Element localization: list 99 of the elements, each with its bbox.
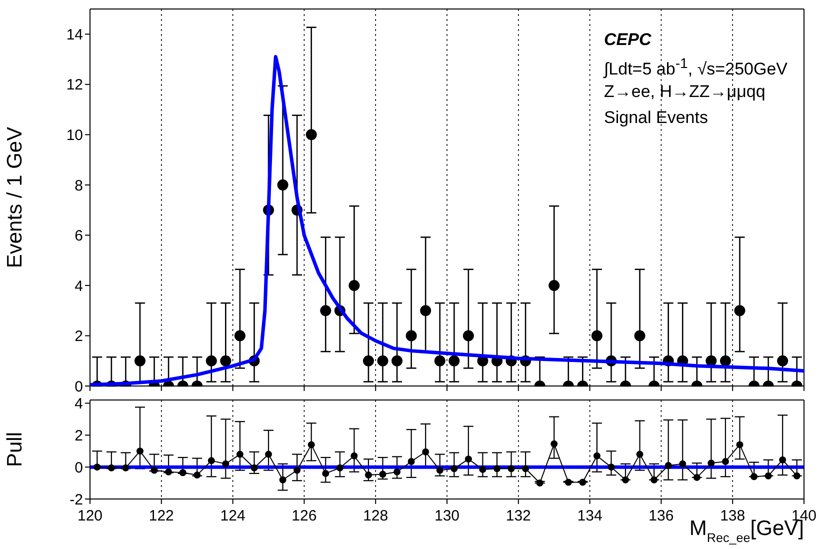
point <box>394 468 401 476</box>
point <box>508 465 515 472</box>
point <box>634 330 646 342</box>
point <box>222 460 230 468</box>
point <box>308 441 315 448</box>
point <box>392 355 403 366</box>
x-tick-label: 134 <box>577 508 602 525</box>
point <box>779 456 786 464</box>
point <box>436 466 444 474</box>
point <box>422 448 430 456</box>
y-tick-label: 0 <box>74 459 83 476</box>
point <box>377 355 388 366</box>
y-tick-label: 6 <box>74 228 83 245</box>
x-tick-label: 126 <box>292 508 317 525</box>
point <box>277 179 288 190</box>
point <box>579 478 586 486</box>
point <box>493 465 500 472</box>
point <box>720 355 731 366</box>
point <box>636 450 644 458</box>
point <box>664 462 672 469</box>
point <box>220 355 232 366</box>
x-tick-label: 136 <box>648 508 674 525</box>
point <box>408 458 415 465</box>
point <box>250 464 258 472</box>
y-tick-label: 4 <box>74 278 83 295</box>
point <box>348 280 360 291</box>
point <box>194 472 201 479</box>
point <box>777 355 788 366</box>
point <box>564 478 572 486</box>
point <box>750 473 758 480</box>
point <box>434 355 446 366</box>
point <box>722 458 729 465</box>
y-tick-label: 2 <box>74 328 83 346</box>
point <box>234 330 246 342</box>
point <box>265 450 272 458</box>
x-tick-label: 132 <box>506 508 531 525</box>
point <box>350 452 358 460</box>
point <box>450 465 458 472</box>
point <box>136 448 144 455</box>
point <box>150 466 158 474</box>
point <box>591 330 602 342</box>
point <box>379 470 386 478</box>
annotation: CEPC <box>604 30 652 50</box>
point <box>179 469 186 476</box>
point <box>362 355 374 366</box>
point <box>294 466 301 474</box>
point <box>134 355 146 366</box>
point <box>406 330 417 342</box>
point <box>736 441 744 448</box>
y-tick-label: 0 <box>74 378 83 396</box>
point <box>322 470 330 477</box>
y-tick-label: 2 <box>74 427 83 444</box>
point <box>448 355 460 366</box>
point <box>734 305 746 316</box>
x-tick-label: 124 <box>220 508 246 525</box>
point <box>622 476 629 484</box>
point <box>306 129 317 140</box>
point <box>650 476 658 484</box>
point <box>462 330 474 342</box>
y-tick-label: 10 <box>66 126 83 144</box>
point <box>208 457 215 464</box>
point <box>679 460 686 468</box>
x-tick-label: 122 <box>148 508 174 525</box>
x-tick-label: 120 <box>77 508 103 525</box>
point <box>550 440 558 448</box>
point <box>420 305 432 316</box>
y-axis-title: Pull <box>3 432 26 468</box>
y-tick-label: 4 <box>74 396 83 413</box>
point <box>536 480 544 487</box>
point <box>764 472 772 480</box>
point <box>593 452 600 460</box>
point <box>122 464 130 472</box>
y-tick-label: 14 <box>66 26 83 44</box>
point <box>320 305 332 316</box>
point <box>364 472 372 479</box>
point <box>165 468 172 476</box>
y-tick-label: 12 <box>66 76 83 94</box>
point <box>522 465 530 472</box>
point <box>206 355 217 366</box>
point <box>236 450 244 458</box>
point <box>548 280 560 291</box>
annotation: ∫Ldt=5 ab$^{-1}$, √s=250GeV <box>604 56 788 80</box>
point <box>464 456 472 463</box>
point <box>793 472 800 480</box>
y-tick-label: -2 <box>70 491 83 508</box>
point <box>479 466 486 473</box>
annotation: Z→ee, H→ZZ→μμqq <box>604 82 766 102</box>
x-tick-label: 128 <box>363 508 388 525</box>
point <box>108 464 115 472</box>
y-axis-title: Events / 1 GeV <box>3 126 26 268</box>
point <box>708 460 715 467</box>
point <box>336 464 344 472</box>
x-tick-label: 130 <box>434 508 460 525</box>
y-tick-label: 8 <box>74 177 83 194</box>
point <box>608 464 615 471</box>
point <box>693 474 700 481</box>
point <box>94 464 101 471</box>
point <box>279 476 286 484</box>
annotation: Signal Events <box>604 108 708 128</box>
